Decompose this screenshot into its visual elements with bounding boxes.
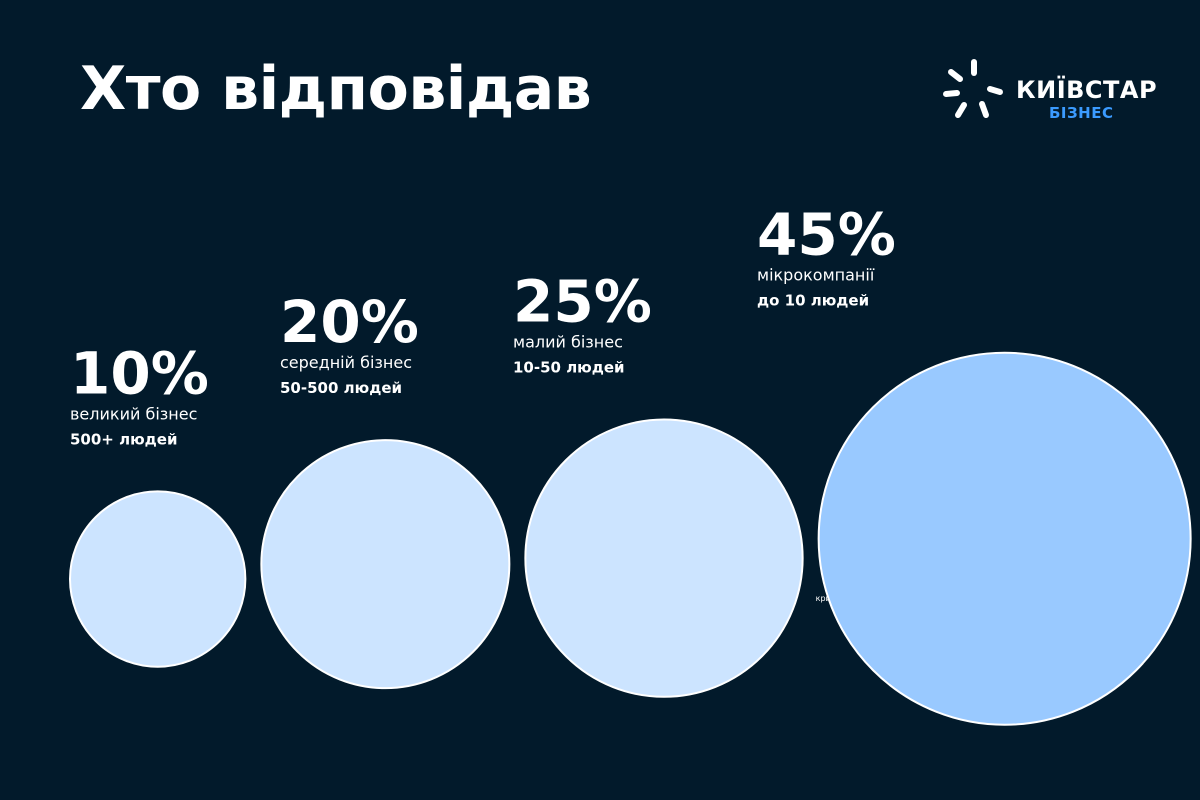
bubble-1-value: 10% xyxy=(70,339,209,407)
bubble-1-size: 500+ людей xyxy=(70,430,177,448)
bubble-1-category: великий бізнес xyxy=(70,404,197,423)
bubble-2 xyxy=(260,439,511,690)
bubble-2-value: 20% xyxy=(280,288,419,356)
bubble-2-size: 50-500 людей xyxy=(280,379,402,397)
bubble-4-category: мікрокомпанії xyxy=(757,266,875,285)
bubble-4-value: 45% xyxy=(757,201,896,269)
logo-name: КИЇВСТАР xyxy=(1016,76,1158,104)
bubble-3 xyxy=(524,418,804,698)
bubble-1 xyxy=(68,490,247,668)
kyivstar-logo: КИЇВСТАР БІЗНЕС xyxy=(942,58,1162,128)
bubble-3-value: 25% xyxy=(513,268,652,336)
bubble-3-category: малий бізнес xyxy=(513,333,623,352)
bubble-3-size: 10-50 людей xyxy=(513,359,625,377)
page-title: Хто відповідав xyxy=(80,54,592,124)
bubble-4-size: до 10 людей xyxy=(757,292,869,310)
bubble-4 xyxy=(817,351,1192,726)
kyivstar-star-icon xyxy=(943,59,1003,118)
bubble-2-category: середній бізнес xyxy=(280,353,412,372)
logo-subtitle: БІЗНЕС xyxy=(1049,104,1114,122)
annotation-label: крим xyxy=(816,594,837,603)
